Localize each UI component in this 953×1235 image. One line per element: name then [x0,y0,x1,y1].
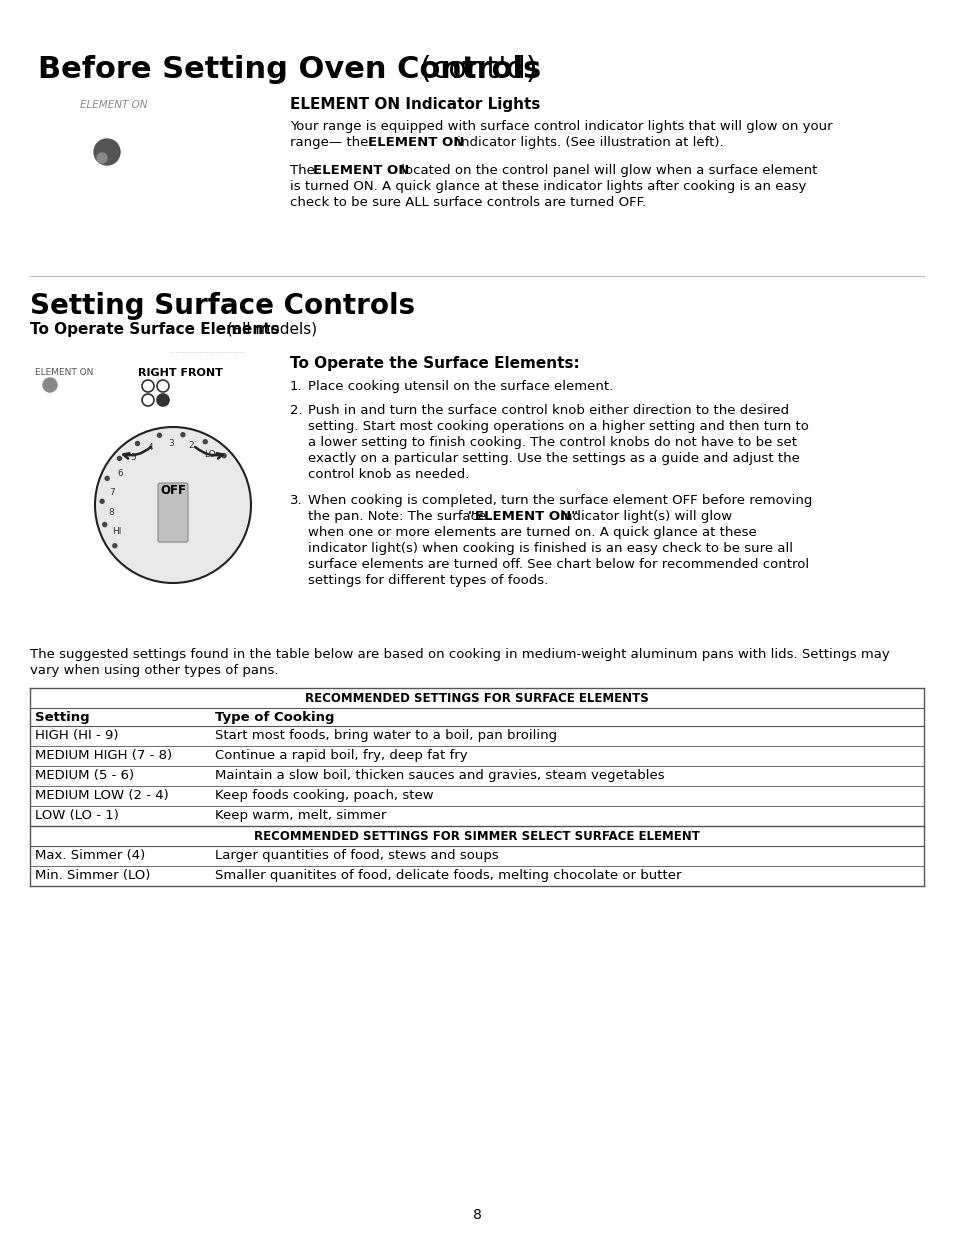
Circle shape [103,522,107,526]
Text: MEDIUM (5 - 6): MEDIUM (5 - 6) [35,769,134,783]
Text: Smaller quanitites of food, delicate foods, melting chocolate or butter: Smaller quanitites of food, delicate foo… [214,869,680,883]
Text: ELEMENT ON: ELEMENT ON [80,100,148,110]
Text: 2: 2 [188,441,193,451]
Circle shape [97,153,107,163]
Circle shape [203,440,207,443]
Text: (cont'd): (cont'd) [410,56,537,84]
Text: setting. Start most cooking operations on a higher setting and then turn to: setting. Start most cooking operations o… [308,420,808,433]
Circle shape [117,457,121,461]
Circle shape [94,140,120,165]
Text: Push in and turn the surface control knob either direction to the desired: Push in and turn the surface control kno… [308,404,788,417]
Text: check to be sure ALL surface controls are turned OFF.: check to be sure ALL surface controls ar… [290,196,645,209]
Text: (all models): (all models) [222,322,316,337]
Text: indicator light(s) when cooking is finished is an easy check to be sure all: indicator light(s) when cooking is finis… [308,542,792,555]
Circle shape [112,543,116,548]
Text: OFF: OFF [160,483,186,496]
Text: HIGH (HI - 9): HIGH (HI - 9) [35,730,118,742]
Text: 3: 3 [168,438,173,447]
Circle shape [181,432,185,437]
Text: RECOMMENDED SETTINGS FOR SIMMER SELECT SURFACE ELEMENT: RECOMMENDED SETTINGS FOR SIMMER SELECT S… [253,830,700,842]
Text: Continue a rapid boil, fry, deep fat fry: Continue a rapid boil, fry, deep fat fry [214,750,467,762]
Text: 6: 6 [117,468,123,478]
Text: surface elements are turned off. See chart below for recommended control: surface elements are turned off. See cha… [308,558,808,571]
Text: 5: 5 [131,453,136,462]
Text: LOW (LO - 1): LOW (LO - 1) [35,809,119,823]
Text: To Operate Surface Elements: To Operate Surface Elements [30,322,279,337]
Text: a lower setting to finish cooking. The control knobs do not have to be set: a lower setting to finish cooking. The c… [308,436,796,450]
Text: range— the: range— the [290,136,373,149]
Text: Min. Simmer (LO): Min. Simmer (LO) [35,869,151,883]
Text: control knob as needed.: control knob as needed. [308,468,469,480]
Text: ELEMENT ON: ELEMENT ON [313,164,409,177]
Text: The: The [290,164,319,177]
Text: 8: 8 [472,1208,481,1221]
Text: Maintain a slow boil, thicken sauces and gravies, steam vegetables: Maintain a slow boil, thicken sauces and… [214,769,664,783]
Text: Keep foods cooking, poach, stew: Keep foods cooking, poach, stew [214,789,434,803]
Text: Your range is equipped with surface control indicator lights that will glow on y: Your range is equipped with surface cont… [290,120,832,133]
Text: ELEMENT ON Indicator Lights: ELEMENT ON Indicator Lights [290,98,539,112]
Text: Max. Simmer (4): Max. Simmer (4) [35,850,145,862]
FancyBboxPatch shape [158,483,188,542]
Text: Larger quantities of food, stews and soups: Larger quantities of food, stews and sou… [214,850,498,862]
Text: ELEMENT ON: ELEMENT ON [368,136,464,149]
Circle shape [95,427,251,583]
Text: MEDIUM HIGH (7 - 8): MEDIUM HIGH (7 - 8) [35,750,172,762]
Text: indicator lights. (See illustration at left).: indicator lights. (See illustration at l… [453,136,723,149]
Text: Setting Surface Controls: Setting Surface Controls [30,291,415,320]
Circle shape [105,477,109,480]
Text: Start most foods, bring water to a boil, pan broiling: Start most foods, bring water to a boil,… [214,730,557,742]
Text: "ELEMENT ON": "ELEMENT ON" [468,510,578,522]
Text: To Operate the Surface Elements:: To Operate the Surface Elements: [290,356,579,370]
Text: Type of Cooking: Type of Cooking [214,710,335,724]
Text: 4: 4 [148,442,153,452]
Text: RIGHT FRONT: RIGHT FRONT [138,368,223,378]
Text: vary when using other types of pans.: vary when using other types of pans. [30,664,278,677]
Text: settings for different types of foods.: settings for different types of foods. [308,574,548,587]
Circle shape [157,433,161,437]
Text: is turned ON. A quick glance at these indicator lights after cooking is an easy: is turned ON. A quick glance at these in… [290,180,805,193]
Circle shape [222,453,226,458]
Circle shape [135,441,139,446]
Circle shape [157,380,169,391]
Text: located on the control panel will glow when a surface element: located on the control panel will glow w… [396,164,817,177]
Text: when one or more elements are turned on. A quick glance at these: when one or more elements are turned on.… [308,526,756,538]
Text: HI: HI [112,526,121,536]
Text: Keep warm, melt, simmer: Keep warm, melt, simmer [214,809,386,823]
Text: When cooking is completed, turn the surface element OFF before removing: When cooking is completed, turn the surf… [308,494,812,508]
Text: RECOMMENDED SETTINGS FOR SURFACE ELEMENTS: RECOMMENDED SETTINGS FOR SURFACE ELEMENT… [305,692,648,704]
Circle shape [100,499,104,504]
Circle shape [43,378,57,391]
Text: Before Setting Oven Controls: Before Setting Oven Controls [38,56,540,84]
Text: 1.: 1. [290,380,302,393]
Text: 3.: 3. [290,494,302,508]
Text: 2.: 2. [290,404,302,417]
Text: 8: 8 [109,508,114,517]
Text: The suggested settings found in the table below are based on cooking in medium-w: The suggested settings found in the tabl… [30,648,889,661]
Text: Place cooking utensil on the surface element.: Place cooking utensil on the surface ele… [308,380,613,393]
Circle shape [142,380,153,391]
Text: ELEMENT ON: ELEMENT ON [35,368,93,377]
Circle shape [142,394,153,406]
Text: exactly on a particular setting. Use the settings as a guide and adjust the: exactly on a particular setting. Use the… [308,452,799,466]
Text: MEDIUM LOW (2 - 4): MEDIUM LOW (2 - 4) [35,789,169,803]
Text: the pan. Note: The surface: the pan. Note: The surface [308,510,490,522]
Text: 7: 7 [110,488,115,496]
Text: indicator light(s) will glow: indicator light(s) will glow [556,510,731,522]
Text: Setting: Setting [35,710,90,724]
Circle shape [157,394,169,406]
Text: LO: LO [203,451,215,459]
